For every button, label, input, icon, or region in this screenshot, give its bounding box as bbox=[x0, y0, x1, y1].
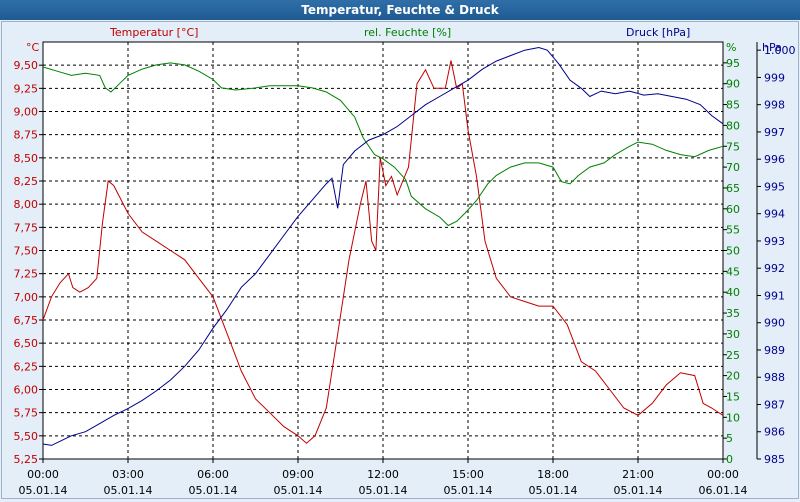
y-middle-tick-label: 70 bbox=[726, 161, 740, 174]
y-middle-axis-title: rel. Feuchte [%] bbox=[364, 26, 451, 39]
y-left-tick-label: 6,25 bbox=[14, 360, 39, 373]
x-tick-date-label: 05.01.14 bbox=[274, 484, 323, 497]
y-left-tick-label: 7,50 bbox=[14, 245, 39, 258]
series-line-humidity bbox=[42, 62, 724, 227]
y-left-tick-label: 8,50 bbox=[14, 152, 39, 165]
y-middle-tick-label: 75 bbox=[726, 140, 740, 153]
x-tick-time-label: 21:00 bbox=[622, 468, 654, 481]
y-left-tick-label: 8,75 bbox=[14, 129, 39, 142]
y-right-tick-label: 990 bbox=[764, 317, 785, 330]
y-right-tick-labels: 985 986 987 988 989 990 991 992 993 994 995 996 997 9… bbox=[764, 44, 796, 466]
y-left-tick-labels: 5,25 5,50 5,75 6,00 6,25 6,50 6,75 7,00 7,25 7,50… bbox=[14, 59, 39, 466]
series-layer bbox=[42, 46, 724, 446]
y-left-tick-label: 7,25 bbox=[14, 268, 39, 281]
chart-panel: 5,25 5,50 5,75 6,00 6,25 6,50 6,75 7,00 7,25 7,50… bbox=[1, 21, 799, 499]
y-left-tick-label: 9,25 bbox=[14, 82, 39, 95]
y-middle-tick-label: 30 bbox=[726, 328, 740, 341]
y-right-tick-label: 999 bbox=[764, 71, 785, 84]
y-middle-tick-label: 95 bbox=[726, 57, 740, 70]
y-middle-tick-label: 5 bbox=[726, 432, 733, 445]
y-right-tick-label: 994 bbox=[764, 208, 785, 221]
y-left-unit: °C bbox=[26, 41, 40, 54]
x-tick-date-label: 05.01.14 bbox=[189, 484, 238, 497]
y-right-tick-label: 1.000 bbox=[764, 44, 796, 57]
y-right-tick-label: 992 bbox=[764, 262, 785, 275]
x-tick-date-label: 05.01.14 bbox=[104, 484, 153, 497]
y-middle-tick-label: 65 bbox=[726, 182, 740, 195]
x-tick-date-label: 05.01.14 bbox=[529, 484, 578, 497]
y-middle-tick-label: 50 bbox=[726, 245, 740, 258]
y-right-tick-label: 988 bbox=[764, 371, 785, 384]
y-right-tick-label: 997 bbox=[764, 126, 785, 139]
x-tick-time-label: 00:00 bbox=[27, 468, 59, 481]
y-left-axis-title: Temperatur [°C] bbox=[109, 26, 198, 39]
axis-tick-marks bbox=[39, 42, 761, 463]
y-middle-tick-label: 80 bbox=[726, 119, 740, 132]
y-left-tick-label: 9,50 bbox=[14, 59, 39, 72]
y-middle-unit: % bbox=[726, 41, 736, 54]
y-middle-tick-label: 55 bbox=[726, 224, 740, 237]
series-line-pressure bbox=[42, 46, 724, 446]
y-middle-tick-label: 20 bbox=[726, 370, 740, 383]
chart-svg: 5,25 5,50 5,75 6,00 6,25 6,50 6,75 7,00 7,25 7,50… bbox=[14, 26, 796, 497]
y-left-tick-label: 6,50 bbox=[14, 337, 39, 350]
y-middle-tick-labels: 0 5 10 15 20 25 30 35 40 45 50 55 60 65 70 75 80 85 90 95 bbox=[726, 57, 740, 466]
y-left-tick-label: 8,25 bbox=[14, 175, 39, 188]
y-middle-tick-label: 60 bbox=[726, 203, 740, 216]
x-tick-date-label: 06.01.14 bbox=[699, 484, 748, 497]
y-right-tick-label: 986 bbox=[764, 426, 785, 439]
y-middle-tick-label: 40 bbox=[726, 286, 740, 299]
y-left-tick-label: 6,00 bbox=[14, 384, 39, 397]
y-middle-tick-label: 10 bbox=[726, 411, 740, 424]
y-right-tick-label: 989 bbox=[764, 344, 785, 357]
x-tick-date-label: 05.01.14 bbox=[444, 484, 493, 497]
y-middle-tick-label: 0 bbox=[726, 453, 733, 466]
y-middle-tick-label: 90 bbox=[726, 78, 740, 91]
x-tick-date-label: 05.01.14 bbox=[19, 484, 68, 497]
y-left-tick-label: 5,75 bbox=[14, 407, 39, 420]
y-middle-tick-label: 45 bbox=[726, 265, 740, 278]
y-middle-tick-label: 35 bbox=[726, 307, 740, 320]
y-right-tick-label: 998 bbox=[764, 99, 785, 112]
y-left-tick-label: 8,00 bbox=[14, 198, 39, 211]
y-middle-tick-label: 85 bbox=[726, 99, 740, 112]
y-right-axis-title: Druck [hPa] bbox=[626, 26, 690, 39]
y-right-tick-label: 987 bbox=[764, 398, 785, 411]
y-right-tick-label: 991 bbox=[764, 289, 785, 302]
x-tick-time-label: 00:00 bbox=[707, 468, 739, 481]
y-right-tick-label: 995 bbox=[764, 180, 785, 193]
x-tick-time-label: 15:00 bbox=[452, 468, 484, 481]
y-right-unit: hPa bbox=[762, 41, 782, 54]
x-tick-time-label: 03:00 bbox=[112, 468, 144, 481]
x-tick-time-label: 12:00 bbox=[367, 468, 399, 481]
x-tick-labels: 00:00 05.01.14 03:00 05.01.14 06:00 05.01.14 0… bbox=[19, 468, 748, 497]
x-tick-time-label: 06:00 bbox=[197, 468, 229, 481]
y-right-tick-label: 985 bbox=[764, 453, 785, 466]
y-left-tick-label: 7,75 bbox=[14, 221, 39, 234]
y-right-tick-label: 993 bbox=[764, 235, 785, 248]
x-tick-date-label: 05.01.14 bbox=[614, 484, 663, 497]
y-middle-tick-label: 25 bbox=[726, 349, 740, 362]
x-tick-time-label: 18:00 bbox=[537, 468, 569, 481]
y-middle-tick-label: 15 bbox=[726, 390, 740, 403]
x-tick-date-label: 05.01.14 bbox=[359, 484, 408, 497]
x-tick-time-label: 09:00 bbox=[282, 468, 314, 481]
y-left-tick-label: 6,75 bbox=[14, 314, 39, 327]
y-left-tick-label: 5,50 bbox=[14, 430, 39, 443]
y-left-tick-label: 5,25 bbox=[14, 453, 39, 466]
y-left-tick-label: 9,00 bbox=[14, 106, 39, 119]
window-title: Temperatur, Feuchte & Druck bbox=[0, 0, 800, 20]
y-right-tick-label: 996 bbox=[764, 153, 785, 166]
y-left-tick-label: 7,00 bbox=[14, 291, 39, 304]
